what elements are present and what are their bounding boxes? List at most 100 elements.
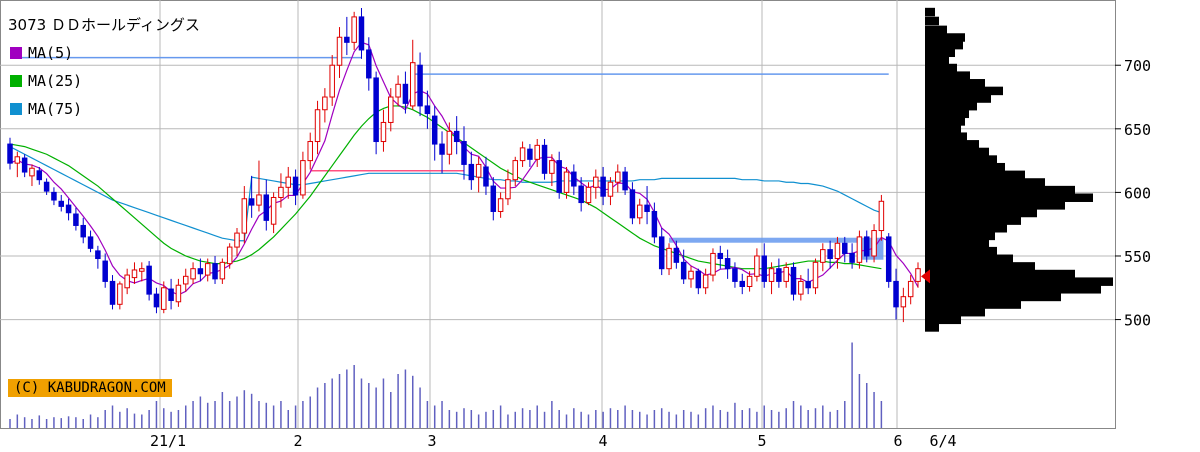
volume-profile-bar [925,147,989,157]
legend-label-ma25: MA(25) [28,72,83,90]
candle-body [842,242,848,254]
candle-body [651,210,658,238]
volume-profile-bar [925,323,939,332]
chart-title: 3073 ＤＤホールディングス [8,16,200,34]
candle-body [739,280,746,288]
volume-profile-bar [925,94,991,103]
candle-body [226,246,233,265]
candle-body [402,83,409,104]
candle-body [461,141,467,165]
volume-profile-bar [925,86,1003,96]
candle-body [322,96,328,111]
candle-body [80,224,86,238]
candle-body [871,230,877,257]
candle-body [453,130,460,143]
candle-body [248,198,255,206]
candle-body [117,283,123,305]
candle-body [834,242,841,260]
volume-profile-bar [925,224,1007,233]
candle-body [431,115,438,145]
candle-body [190,268,196,280]
candle-body [702,274,709,289]
volume-profile-bar [925,132,967,141]
candle-body [622,171,628,191]
candle-body [102,260,108,282]
candle-body [109,280,116,305]
volume-profile-bar [925,162,1005,172]
volume-profile-bar [925,7,935,17]
candle-body [204,263,211,276]
legend-label-ma5: MA(5) [28,44,74,62]
volume-profile-bar [925,117,965,126]
candle-body [563,171,570,193]
candle-body [139,268,145,272]
candle-body [95,250,101,260]
candle-body [43,181,50,192]
candle-body [746,275,753,288]
candle-body [490,185,497,212]
candle-body [798,280,804,295]
candle-body [468,163,475,181]
candle-body [278,186,284,198]
candle-body [358,16,365,51]
x-tick-label: 5 [757,432,766,450]
volume-profile-bar [925,16,939,26]
volume-profile-bar [925,193,1093,202]
y-tick-label: 600 [1124,184,1151,202]
candle-body [710,252,716,276]
legend-swatch-ma75 [10,103,22,115]
candle-body [168,288,174,301]
candle-body [849,252,855,263]
ma75-line [9,146,882,242]
x-tick-label: 21/1 [150,432,186,450]
volume-profile-bar [925,79,985,88]
candle-body [644,204,650,212]
candle-body [395,83,401,98]
candle-body [673,247,680,263]
legend-swatch-ma25 [10,75,22,87]
candle-body [856,236,863,263]
volume-profile-bar [925,140,979,149]
candle-body [314,109,321,143]
candle-body [724,258,731,270]
volume-profile-bar [925,48,955,58]
candle-body [234,232,240,248]
candle-body [417,64,423,107]
legend-swatch-ma5 [10,47,22,59]
candle-body [146,265,152,295]
candle-body [73,213,79,226]
candle-body [161,287,167,310]
volume-profile-bar [925,315,961,325]
candle-body [300,160,306,196]
candle-body [36,170,43,181]
candle-body [820,249,826,263]
volume-profile-bar [925,155,997,164]
volume-profile-bar [925,292,1061,302]
volume-profile-bar [925,216,1021,225]
candle-body [900,296,907,308]
y-tick-label: 700 [1124,57,1151,75]
candle-body [593,176,599,188]
candle-body [336,36,343,66]
candle-body [915,268,921,282]
candle-body [175,284,182,303]
candle-body [373,77,379,143]
x-tick-label: 4 [598,432,607,450]
candle-body [124,274,130,289]
candle-body [51,191,57,201]
candle-body [615,171,621,183]
candle-body [761,255,767,282]
volume-profile-bar [925,40,963,50]
volume-profile-bar [925,185,1075,195]
candle-body [505,179,511,200]
candle-body [600,176,606,197]
candle-body [768,268,775,282]
volume-profile-bar [925,239,989,248]
candle-body [519,147,526,162]
legend-ma5: MA(5) [10,44,73,62]
candle-body [446,130,453,155]
price-marker-icon [921,269,930,284]
volume-profile-bar [925,307,985,317]
candle-body [878,200,885,232]
